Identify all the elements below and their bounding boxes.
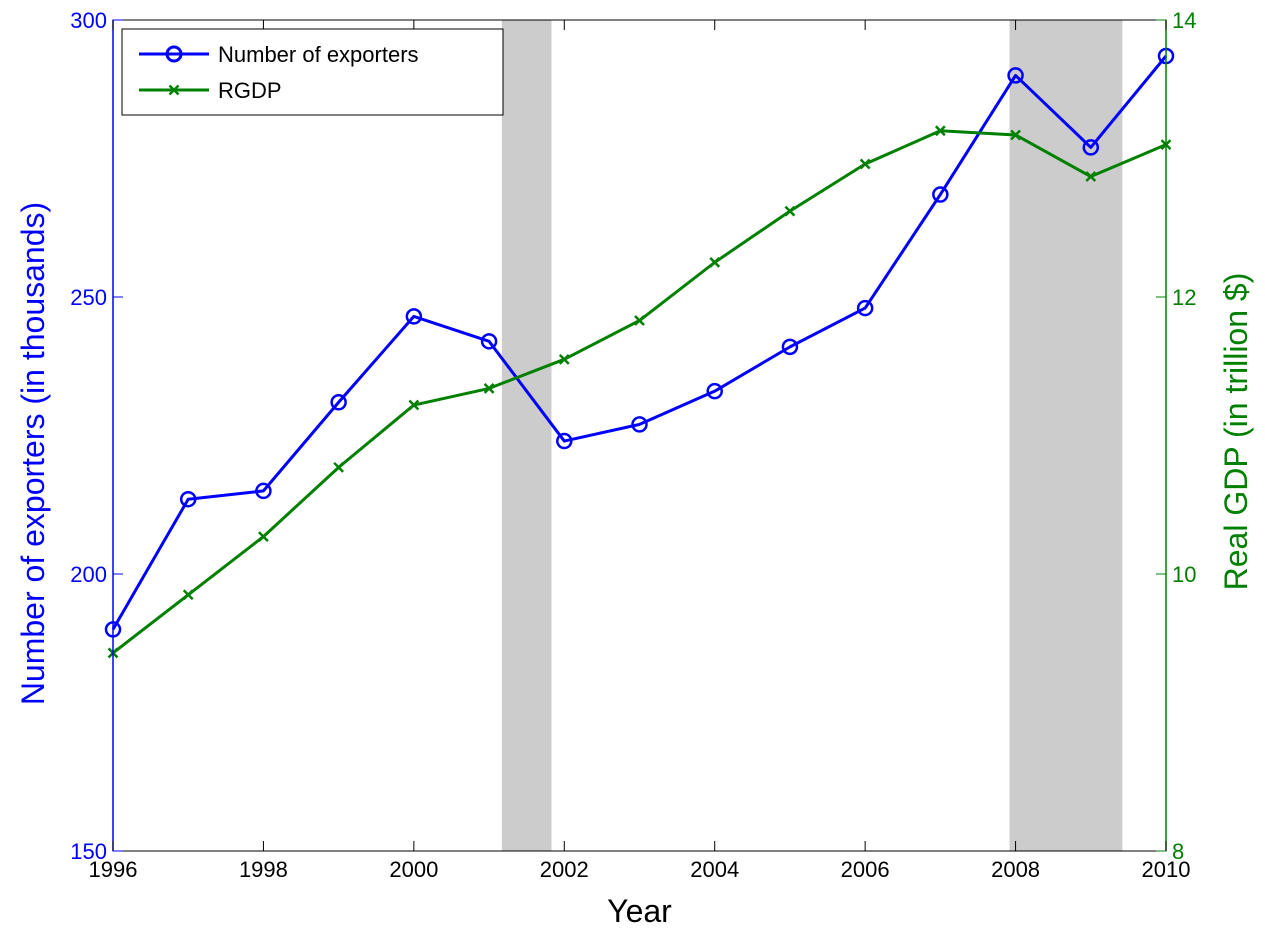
- exporters-point-2005: [781, 338, 799, 356]
- right-y-tick-label: 14: [1172, 8, 1196, 33]
- exporters-point-2006: [856, 299, 874, 317]
- exporters-point-2002: [556, 432, 573, 450]
- recession-band-1: [1009, 20, 1123, 851]
- right-y-tick-label: 12: [1172, 285, 1196, 310]
- x-tick-label: 2002: [540, 857, 589, 882]
- rgdp-point-2002: [558, 353, 570, 365]
- exporters-point-1999: [330, 394, 347, 411]
- exporters-point-1997: [179, 490, 197, 508]
- right-y-tick-label: 10: [1172, 562, 1196, 587]
- exporters-point-2003: [631, 416, 648, 433]
- x-tick-label: 2000: [389, 857, 438, 882]
- rgdp-point-2005: [784, 205, 796, 217]
- exporters-point-2008: [1007, 67, 1024, 84]
- exporters-point-2000: [405, 308, 423, 325]
- left-y-tick-label: 150: [70, 839, 107, 864]
- recession-band-0: [501, 20, 552, 851]
- right-y-axis-title: Real GDP (in trillion $): [1218, 273, 1254, 591]
- rgdp-point-2001: [483, 383, 495, 394]
- legend-label-rgdp: RGDP: [218, 78, 282, 103]
- rgdp-point-2006: [859, 158, 871, 170]
- rgdp-point-2003: [634, 315, 645, 326]
- x-tick-label: 2008: [991, 857, 1040, 882]
- rgdp-point-2004: [709, 256, 721, 268]
- x-tick-label: 2004: [690, 857, 739, 882]
- x-tick-label: 1996: [89, 857, 138, 882]
- left-y-tick-label: 200: [70, 562, 107, 587]
- exporters-point-1998: [255, 482, 272, 500]
- axes-layer: 1996 1998 2000 2002 2004 2006 2008 2010 150 200 25…: [70, 8, 1196, 882]
- rgdp-point-2007: [934, 125, 946, 137]
- legend-label-exporters: Number of exporters: [218, 42, 419, 67]
- left-y-axis-title: Number of exporters (in thousands): [15, 202, 51, 705]
- series-layer: [104, 47, 1175, 659]
- rgdp-point-1999: [333, 461, 345, 473]
- x-tick-label: 2006: [841, 857, 890, 882]
- legend-box: [121, 28, 504, 116]
- x-tick-label: 2010: [1142, 857, 1191, 882]
- rgdp-point-2008: [1010, 129, 1021, 141]
- legend: Number of exporters RGDP: [121, 28, 504, 116]
- left-y-tick-label: 300: [70, 8, 107, 33]
- series-line-1: [112, 129, 1167, 655]
- x-tick-label: 1998: [239, 857, 288, 882]
- right-y-tick-label: 8: [1172, 839, 1184, 864]
- left-y-tick-label: 250: [70, 285, 107, 310]
- exporters-point-2004: [706, 382, 723, 400]
- exporters-point-2009: [1082, 139, 1100, 156]
- x-axis-title: Year: [607, 893, 672, 929]
- rgdp-point-2000: [408, 399, 420, 411]
- rgdp-point-2009: [1085, 171, 1097, 182]
- exporters-point-2007: [932, 186, 949, 203]
- series-line-0: [111, 55, 1168, 631]
- rgdp-point-1998: [258, 531, 269, 542]
- legend-marker-exporters: [165, 45, 183, 63]
- legend-marker-rgdp: [168, 84, 180, 96]
- plot-frame: [112, 19, 1167, 852]
- rgdp-point-1997: [182, 589, 194, 601]
- recession-shading-layer: [501, 20, 1123, 851]
- exporters-point-2001: [480, 333, 498, 350]
